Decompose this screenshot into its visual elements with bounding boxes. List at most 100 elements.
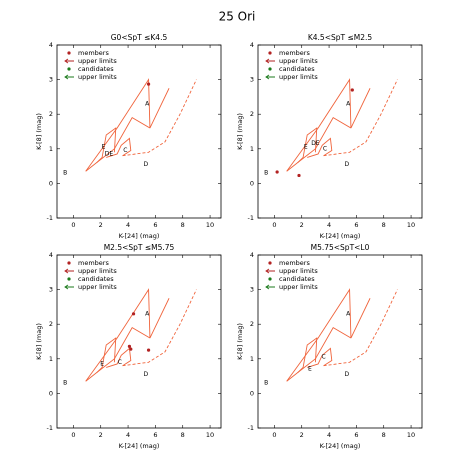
- region-label: E: [100, 360, 104, 367]
- panel-title: G0<SpT ≤K4.5: [111, 33, 168, 42]
- x-tick-label: 10: [206, 221, 214, 229]
- region-label: A: [346, 100, 351, 107]
- region-label: C: [321, 354, 325, 361]
- region-label: A: [145, 310, 150, 317]
- legend-marker: [268, 261, 272, 265]
- region-boundary: [307, 347, 333, 368]
- legend-label: upper limits: [78, 283, 117, 291]
- x-tick-label: 0: [272, 431, 276, 439]
- legend-marker: [67, 67, 71, 71]
- legend-label: members: [279, 49, 310, 57]
- y-tick-label: -1: [248, 214, 254, 222]
- legend-label: members: [279, 259, 310, 267]
- x-tick-label: 0: [272, 221, 276, 229]
- region-boundary: [122, 79, 197, 157]
- plot-frame: [257, 44, 423, 219]
- region-label: C: [323, 145, 327, 152]
- region-label: DE: [105, 150, 114, 157]
- region-boundary: [106, 137, 132, 158]
- plot-frame: [56, 44, 222, 219]
- region-label: B: [264, 170, 268, 177]
- x-axis-label: K-[24] (mag): [119, 442, 160, 450]
- x-tick-label: 6: [153, 221, 157, 229]
- region-label: D: [345, 161, 350, 168]
- x-axis-label: K-[24] (mag): [320, 442, 361, 450]
- region-boundary: [297, 127, 318, 163]
- y-tick-label: -1: [47, 424, 53, 432]
- legend-label: candidates: [279, 65, 315, 73]
- region-boundary: [286, 78, 371, 172]
- x-tick-label: 10: [407, 431, 415, 439]
- legend-label: upper limits: [279, 267, 318, 275]
- x-tick-label: 10: [206, 431, 214, 439]
- legend-marker: [268, 51, 272, 55]
- x-tick-label: 8: [181, 221, 185, 229]
- data-point: [127, 344, 132, 348]
- x-tick-label: 8: [382, 431, 386, 439]
- region-boundary: [122, 289, 197, 367]
- y-tick-label: 3: [250, 76, 254, 84]
- y-tick-label: 0: [49, 179, 53, 187]
- legend-marker: [67, 51, 71, 55]
- x-tick-label: 0: [71, 431, 75, 439]
- y-axis-label: K-[8] (mag): [236, 113, 244, 150]
- data-point: [146, 348, 151, 352]
- data-point: [350, 88, 354, 92]
- region-label: A: [145, 100, 150, 107]
- x-tick-label: 8: [181, 431, 185, 439]
- region-boundary: [85, 78, 170, 172]
- region-boundary: [286, 288, 371, 382]
- y-tick-label: 4: [250, 41, 254, 49]
- region-label: D: [345, 371, 350, 378]
- region-boundary: [96, 337, 117, 373]
- legend-label: upper limits: [279, 57, 318, 65]
- y-tick-label: -1: [248, 424, 254, 432]
- y-tick-label: 1: [250, 145, 254, 153]
- panel: M5.75<SpT<L0 K-[24] (mag) K-[8] (mag) 0 2 4 6 8…: [236, 243, 423, 450]
- legend-marker: [268, 67, 272, 71]
- legend-marker: [265, 58, 275, 64]
- legend-label: candidates: [78, 65, 114, 73]
- region-label: D: [144, 161, 149, 168]
- panel-title: M2.5<SpT ≤M5.75: [104, 243, 175, 252]
- x-tick-label: 6: [354, 431, 358, 439]
- x-tick-label: 2: [99, 431, 103, 439]
- legend-marker: [268, 277, 272, 281]
- y-tick-label: 0: [250, 389, 254, 397]
- y-tick-label: 1: [49, 355, 53, 363]
- x-tick-label: 2: [99, 221, 103, 229]
- panel: G0<SpT ≤K4.5 K-[24] (mag) K-[8] (mag) 0 2 4 6 8…: [35, 33, 222, 240]
- region-label: E: [308, 366, 312, 373]
- legend-label: upper limits: [78, 267, 117, 275]
- region-label: C: [123, 147, 127, 154]
- y-tick-label: 2: [250, 320, 254, 328]
- x-tick-label: 4: [126, 221, 130, 229]
- region-boundary: [323, 79, 398, 157]
- panel-title: K4.5<SpT ≤M2.5: [308, 33, 373, 42]
- x-tick-label: 4: [327, 221, 331, 229]
- region-label: B: [264, 380, 268, 387]
- x-tick-label: 2: [300, 221, 304, 229]
- x-axis-label: K-[24] (mag): [119, 232, 160, 240]
- region-label: B: [63, 380, 67, 387]
- legend-label: members: [78, 49, 109, 57]
- x-axis-label: K-[24] (mag): [320, 232, 361, 240]
- region-label: D: [144, 371, 149, 378]
- legend-label: upper limits: [279, 73, 318, 81]
- x-tick-label: 10: [407, 221, 415, 229]
- legend-label: candidates: [78, 275, 114, 283]
- data-point: [275, 170, 279, 174]
- region-label: E: [102, 144, 106, 151]
- data-point: [297, 173, 301, 178]
- region-label: A: [346, 310, 351, 317]
- region-boundary: [85, 288, 170, 382]
- legend-marker: [265, 74, 275, 80]
- y-tick-label: 3: [250, 286, 254, 294]
- x-tick-label: 0: [71, 221, 75, 229]
- region-label: E: [304, 144, 308, 151]
- region-label: B: [63, 170, 67, 177]
- y-axis-label: K-[8] (mag): [236, 323, 244, 360]
- data-point: [129, 347, 133, 351]
